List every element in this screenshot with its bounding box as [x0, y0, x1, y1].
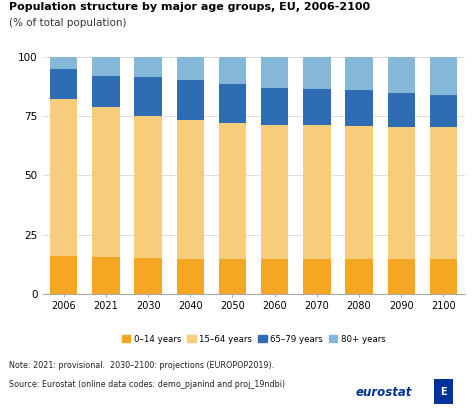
Legend: 0–14 years, 15–64 years, 65–79 years, 80+ years: 0–14 years, 15–64 years, 65–79 years, 80…	[118, 331, 389, 347]
Bar	[135, 258, 162, 294]
FancyBboxPatch shape	[434, 379, 453, 404]
Bar	[135, 116, 162, 258]
Text: eurostat: eurostat	[356, 386, 412, 399]
Bar	[346, 90, 373, 126]
Bar	[219, 123, 246, 259]
Bar	[346, 126, 373, 259]
Bar	[261, 88, 288, 124]
Bar	[303, 124, 330, 259]
Bar	[92, 76, 119, 107]
Bar	[177, 57, 204, 80]
Bar	[92, 107, 119, 257]
Bar	[430, 57, 457, 95]
Bar	[303, 89, 330, 124]
Bar	[430, 259, 457, 294]
Bar	[388, 127, 415, 259]
Bar	[430, 127, 457, 259]
Bar	[177, 120, 204, 259]
Bar	[219, 84, 246, 123]
Text: Source: Eurostat (online data codes: demo_pjanind and proj_19ndbi): Source: Eurostat (online data codes: dem…	[9, 380, 286, 389]
Bar	[346, 259, 373, 294]
Bar	[261, 124, 288, 259]
Bar	[303, 57, 330, 89]
Bar	[430, 95, 457, 127]
Bar	[219, 57, 246, 84]
Text: Population structure by major age groups, EU, 2006-2100: Population structure by major age groups…	[9, 2, 371, 12]
Text: E: E	[440, 387, 447, 397]
Bar	[50, 69, 77, 98]
Bar	[177, 80, 204, 120]
Bar	[346, 57, 373, 90]
Bar	[50, 57, 77, 69]
Bar	[303, 259, 330, 294]
Bar	[50, 98, 77, 256]
Bar	[50, 256, 77, 294]
Text: (% of total population): (% of total population)	[9, 18, 127, 29]
Bar	[135, 77, 162, 116]
Bar	[388, 93, 415, 127]
Bar	[388, 57, 415, 93]
Bar	[388, 259, 415, 294]
Bar	[261, 57, 288, 88]
Bar	[219, 259, 246, 294]
Bar	[135, 57, 162, 77]
Bar	[92, 57, 119, 76]
Bar	[177, 259, 204, 294]
Text: Note: 2021: provisional.  2030–2100: projections (EUROPOP2019).: Note: 2021: provisional. 2030–2100: proj…	[9, 361, 274, 370]
Bar	[261, 259, 288, 294]
Bar	[92, 257, 119, 294]
